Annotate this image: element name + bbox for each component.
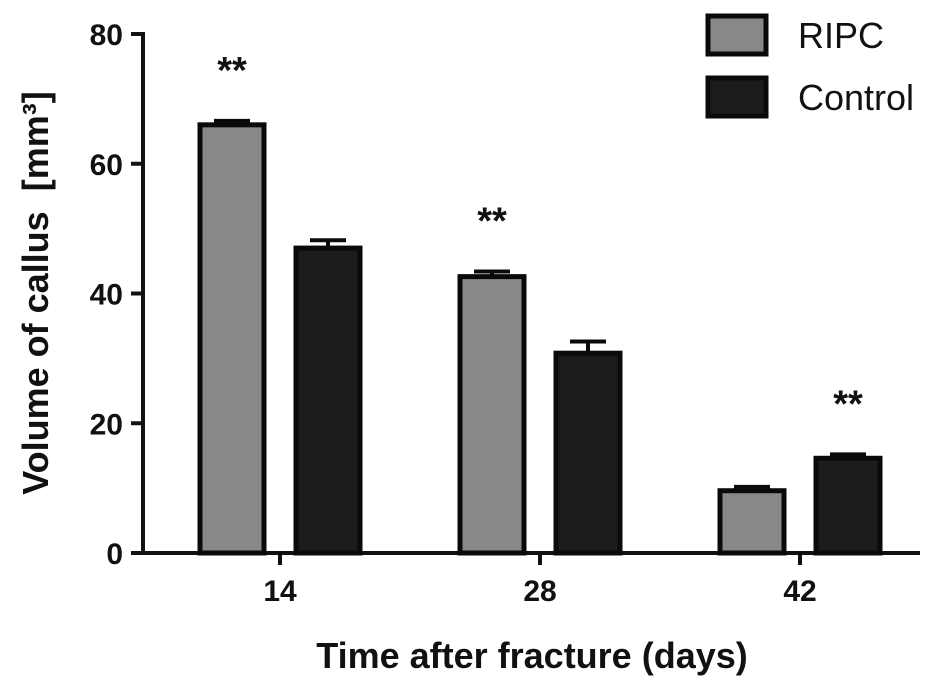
legend-swatch-control — [705, 75, 769, 119]
x-tick-label: 14 — [263, 575, 297, 608]
bar-ripc — [197, 122, 267, 556]
bars — [197, 118, 883, 556]
significance-marker: ** — [477, 200, 507, 242]
bar-control — [553, 350, 623, 556]
y-axis-title: Volume of callus [mm³] — [15, 91, 56, 494]
x-tick-label: 42 — [783, 575, 816, 608]
bar-control — [813, 455, 883, 556]
x-tick-label: 28 — [523, 575, 556, 608]
y-tick-label: 80 — [90, 19, 123, 52]
legend-swatch-ripc — [705, 13, 769, 57]
legend-label-control: Control — [798, 77, 914, 118]
y-axis: 0 20 40 60 80 — [90, 19, 145, 571]
y-axis-title-text: Volume of callus — [15, 211, 56, 494]
y-tick-label: 0 — [106, 538, 123, 571]
y-axis-title-unit: [mm³] — [15, 91, 56, 191]
y-tick-label: 60 — [90, 149, 123, 182]
significance-annotations: ** ** ** — [217, 50, 863, 425]
bar-ripc — [457, 274, 527, 556]
x-axis-title: Time after fracture (days) — [316, 635, 748, 676]
x-axis: 14 28 42 — [141, 551, 920, 608]
significance-marker: ** — [217, 50, 247, 92]
y-tick-label: 40 — [90, 279, 123, 312]
bar-control — [293, 245, 363, 556]
legend: RIPC Control — [705, 13, 914, 119]
bar-ripc — [717, 488, 787, 556]
significance-marker: ** — [833, 383, 863, 425]
legend-label-ripc: RIPC — [798, 15, 884, 56]
y-tick-label: 20 — [90, 408, 123, 441]
